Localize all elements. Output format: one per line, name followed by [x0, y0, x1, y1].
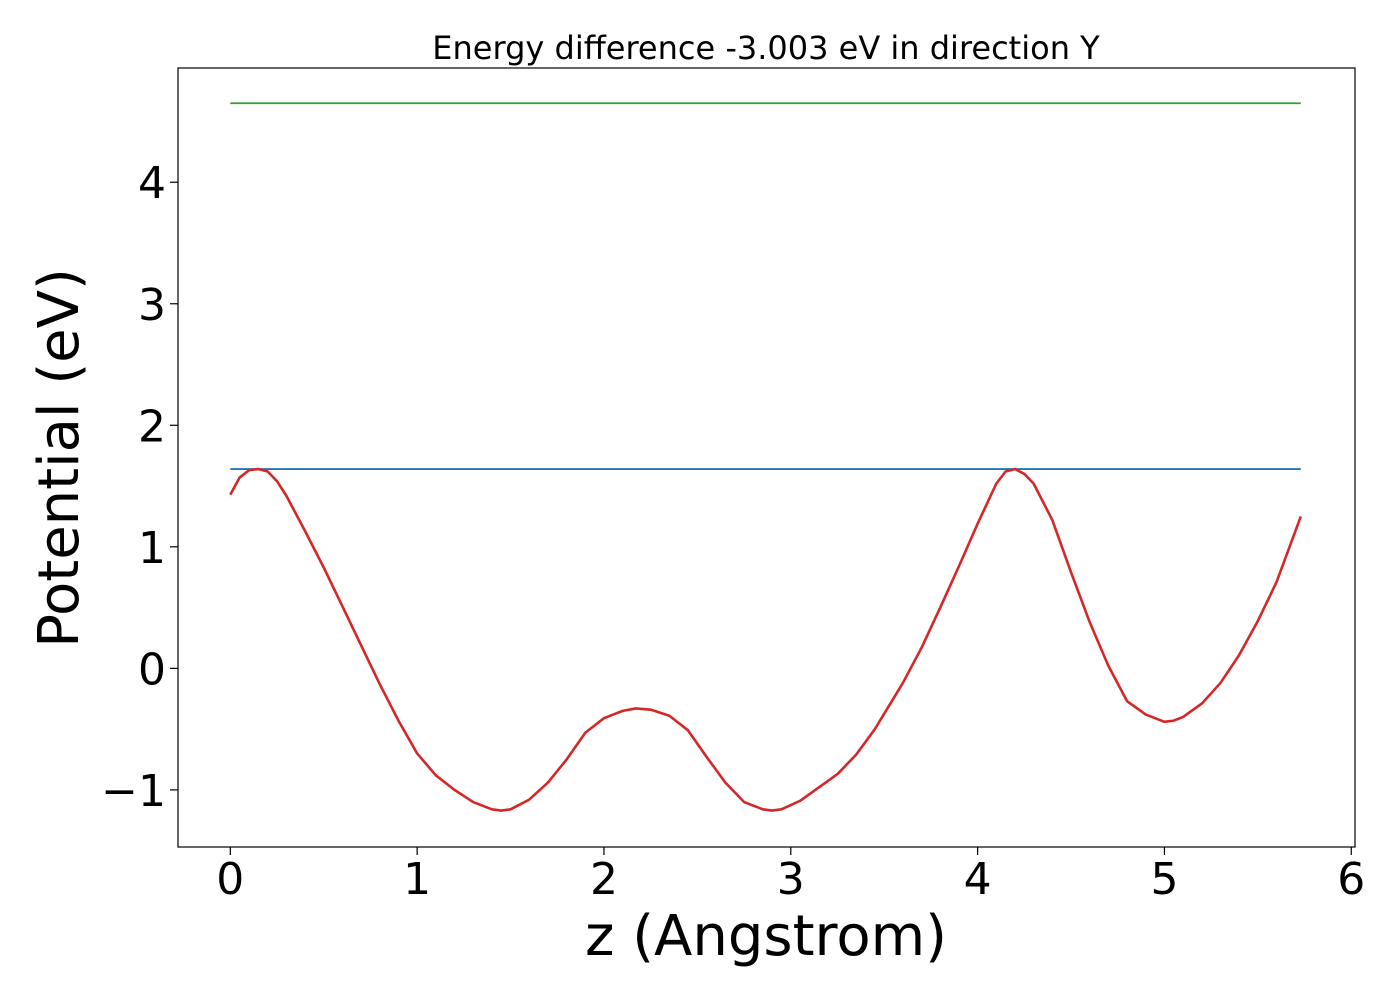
x-tick-label: 0	[216, 854, 244, 905]
x-tick-label: 1	[403, 854, 431, 905]
y-tick-label: −1	[101, 766, 166, 817]
y-tick-label: 4	[138, 158, 166, 209]
x-tick-label: 3	[777, 854, 805, 905]
x-tick-label: 5	[1150, 854, 1178, 905]
y-tick-label: 2	[138, 401, 166, 452]
x-axis: 0 1 2 3 4 5 6	[216, 847, 1365, 905]
series-layer	[229, 102, 1303, 812]
y-tick-label: 0	[138, 644, 166, 695]
y-tick-label: 3	[138, 280, 166, 331]
x-tick-label: 2	[590, 854, 618, 905]
x-tick-label: 6	[1337, 854, 1365, 905]
plot-area-frame	[177, 67, 1356, 848]
series-line-3	[229, 467, 1303, 812]
y-axis: −1 0 1 2 3 4	[101, 158, 178, 817]
x-axis-label: z (Angstrom)	[585, 904, 947, 969]
x-tick-label: 4	[964, 854, 992, 905]
y-axis-label: Potential (eV)	[27, 268, 92, 648]
y-tick-label: 1	[138, 523, 166, 574]
chart-title: Energy difference -3.003 eV in direction…	[432, 29, 1100, 67]
